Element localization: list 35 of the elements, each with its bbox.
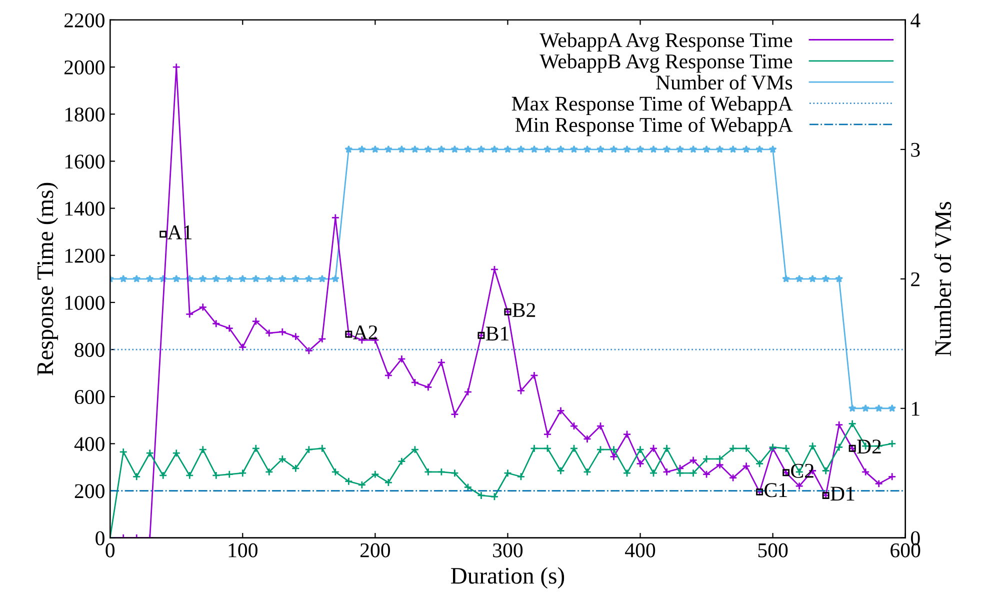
annotation: B2 [512, 303, 536, 317]
y-tick-label: 2000 [64, 60, 104, 74]
legend-label: Max Response Time of WebappA [512, 96, 793, 115]
legend-label: Min Response Time of WebappA [515, 117, 793, 136]
x-tick-label: 100 [228, 543, 258, 558]
y-tick-label: 0 [96, 531, 104, 546]
y2-tick-label: 2 [911, 272, 920, 286]
legend-label: Number of VMs [656, 74, 792, 90]
y2-tick-label: 1 [912, 402, 920, 416]
x-tick-label: 300 [493, 543, 523, 558]
y-tick-label: 800 [74, 342, 104, 357]
y-tick-label: 400 [74, 437, 104, 452]
x-axis-title: Duration (s) [451, 567, 564, 589]
x-tick-label: 200 [360, 543, 390, 558]
x-tick-label: 500 [758, 543, 788, 558]
y-tick-label: 200 [74, 484, 104, 498]
y2-tick-label: 3 [911, 142, 920, 157]
y-tick-label: 1200 [65, 248, 104, 263]
y-tick-label: 1800 [65, 108, 104, 122]
x-tick-label: 0 [106, 543, 115, 558]
annotation: A2 [353, 325, 378, 340]
y-tick-label: 1000 [65, 296, 104, 310]
legend-label: WebappB Avg Response Time [540, 54, 792, 73]
y2-axis-title: Number of VMs [934, 202, 952, 356]
y-tick-label: 2200 [64, 13, 104, 28]
x-tick-label: 400 [625, 543, 656, 558]
y-tick-label: 1400 [65, 202, 104, 216]
y-tick-label: 1600 [65, 154, 104, 169]
y2-tick-label: 4 [910, 13, 920, 28]
x-tick-label: 600 [890, 543, 920, 558]
y-axis-title: Response Time (ms) [36, 182, 58, 376]
y-tick-label: 600 [74, 390, 104, 404]
y2-tick-label: 0 [911, 531, 920, 546]
legend-label: WebappA Avg Response Time [540, 32, 792, 52]
annotation: B1 [486, 326, 508, 340]
